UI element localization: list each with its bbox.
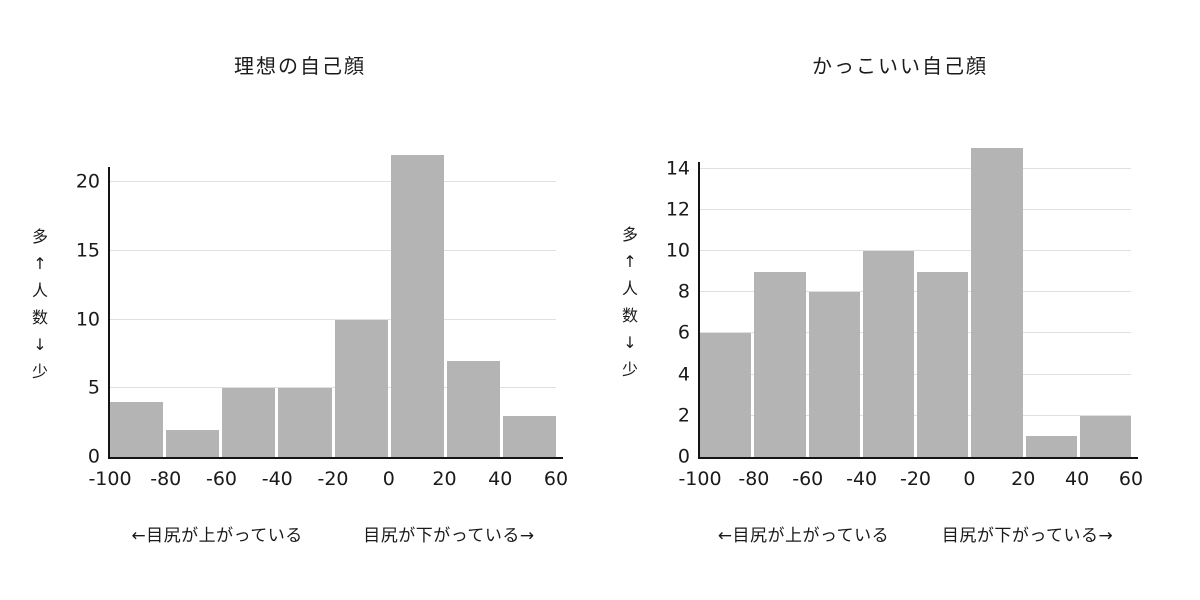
x-tick-label: 40 bbox=[488, 468, 513, 490]
bar bbox=[754, 271, 806, 457]
y-axis-tick-labels: 0 5 10 15 20 bbox=[48, 152, 100, 466]
x-tick-label: -80 bbox=[150, 468, 182, 490]
annotation-eye-corner-raised: ←目尻が上がっている bbox=[717, 526, 890, 546]
bar bbox=[446, 360, 500, 457]
y-axis-label: 多 ↑ 人数 ↓ 少 bbox=[28, 152, 52, 457]
bar bbox=[502, 415, 556, 457]
y-axis-label: 多 ↑ 人数 ↓ 少 bbox=[618, 147, 642, 457]
y-tick-label: 6 bbox=[677, 321, 690, 344]
gridline bbox=[700, 250, 1131, 252]
plot-area bbox=[108, 152, 563, 459]
bar bbox=[971, 148, 1023, 457]
annotation-eye-corner-lowered: 目尻が下がっている→ bbox=[941, 526, 1114, 546]
x-tick-label: 20 bbox=[432, 468, 457, 490]
y-axis-label-char: 人 bbox=[621, 278, 638, 298]
y-tick-label: 20 bbox=[75, 170, 100, 193]
gridline bbox=[700, 291, 1131, 293]
x-axis-tick-labels: -100 -80 -60 -40 -20 0 20 40 60 bbox=[88, 468, 568, 494]
x-axis-tick-labels: -100 -80 -60 -40 -20 0 20 40 60 bbox=[678, 468, 1143, 494]
y-axis-label-char: 少 bbox=[31, 362, 48, 381]
bar bbox=[278, 388, 332, 457]
y-axis-tick-labels: 0 2 4 6 8 10 12 14 bbox=[638, 147, 690, 466]
gridline bbox=[110, 387, 556, 389]
y-axis-label-char: ↑ bbox=[33, 254, 47, 273]
gridline bbox=[700, 332, 1131, 334]
gridline bbox=[700, 414, 1131, 416]
bar bbox=[808, 292, 860, 457]
y-tick-label: 0 bbox=[87, 445, 100, 468]
y-tick-label: 15 bbox=[75, 239, 100, 262]
x-tick-label: -100 bbox=[88, 468, 132, 490]
x-tick-label: -60 bbox=[205, 468, 238, 490]
x-tick-label: -80 bbox=[738, 468, 770, 490]
gridline bbox=[110, 249, 556, 251]
y-axis-line bbox=[698, 162, 700, 457]
x-tick-label: -20 bbox=[317, 468, 349, 490]
chart-title: 理想の自己顔 bbox=[234, 54, 366, 78]
y-tick-label: 0 bbox=[677, 445, 690, 468]
chart-title: かっこいい自己顔 bbox=[812, 54, 988, 78]
y-axis-label-char: 数 bbox=[621, 305, 638, 325]
x-tick-label: 20 bbox=[1011, 468, 1036, 490]
x-axis-line bbox=[108, 457, 563, 459]
bar bbox=[334, 319, 388, 457]
bar bbox=[1079, 415, 1131, 457]
gridline bbox=[110, 181, 556, 183]
chart-cool-self-face: かっこいい自己顔 多 ↑ 人数 ↓ 少 0 2 4 6 8 10 12 14 -100 -80 -60 -4… bbox=[600, 0, 1200, 600]
annotation-eye-corner-raised: ←目尻が上がっている bbox=[131, 526, 303, 546]
x-tick-label: -40 bbox=[846, 468, 878, 490]
x-tick-label: 60 bbox=[543, 468, 569, 490]
y-axis-label-char: 多 bbox=[31, 227, 48, 246]
x-tick-label: 0 bbox=[963, 468, 976, 490]
annotation-eye-corner-lowered: 目尻が下がっている→ bbox=[363, 526, 535, 546]
x-tick-label: -100 bbox=[678, 468, 722, 490]
x-axis-annotations: ←目尻が上がっている 目尻が下がっている→ bbox=[700, 521, 1131, 546]
x-tick-label: -20 bbox=[899, 468, 932, 490]
bar bbox=[110, 402, 164, 457]
gridline bbox=[700, 208, 1131, 210]
y-axis-label-char: ↓ bbox=[623, 332, 637, 352]
bar bbox=[917, 271, 969, 457]
plot-area bbox=[698, 147, 1138, 459]
bar bbox=[390, 154, 444, 457]
y-tick-label: 4 bbox=[677, 363, 690, 386]
x-tick-label: -60 bbox=[792, 468, 824, 490]
y-axis-label-char: ↑ bbox=[623, 251, 637, 271]
bar bbox=[1025, 436, 1077, 457]
y-axis-line bbox=[108, 167, 110, 457]
chart-ideal-self-face: 理想の自己顔 多 ↑ 人数 ↓ 少 0 5 10 15 20 -100 -80 -60 -40 -20 0… bbox=[28, 54, 568, 546]
y-axis-label-char: 数 bbox=[31, 308, 48, 327]
bar bbox=[862, 251, 914, 457]
gridline bbox=[700, 167, 1131, 169]
y-tick-label: 10 bbox=[665, 239, 690, 262]
bar bbox=[700, 333, 752, 457]
y-axis-label-char: 少 bbox=[621, 359, 638, 379]
y-tick-label: 8 bbox=[677, 280, 690, 303]
y-tick-label: 14 bbox=[665, 157, 690, 180]
x-tick-label: 40 bbox=[1065, 468, 1090, 490]
y-axis-label-char: 人 bbox=[31, 281, 48, 300]
y-tick-label: 12 bbox=[665, 198, 690, 221]
bar-series bbox=[110, 152, 556, 457]
gridline bbox=[110, 318, 556, 320]
y-axis-label-char: 多 bbox=[621, 224, 638, 244]
bar-series bbox=[700, 147, 1131, 457]
bar bbox=[222, 388, 276, 457]
y-tick-label: 2 bbox=[677, 404, 690, 427]
bar bbox=[166, 429, 220, 457]
y-axis-label-char: ↓ bbox=[33, 335, 47, 354]
y-tick-label: 10 bbox=[75, 308, 100, 331]
x-tick-label: -40 bbox=[261, 468, 293, 490]
x-tick-label: 60 bbox=[1118, 468, 1144, 490]
x-axis-line bbox=[698, 457, 1138, 459]
gridline bbox=[700, 373, 1131, 375]
y-tick-label: 5 bbox=[87, 376, 100, 399]
x-tick-label: 0 bbox=[382, 468, 395, 490]
x-axis-annotations: ←目尻が上がっている 目尻が下がっている→ bbox=[110, 521, 556, 546]
